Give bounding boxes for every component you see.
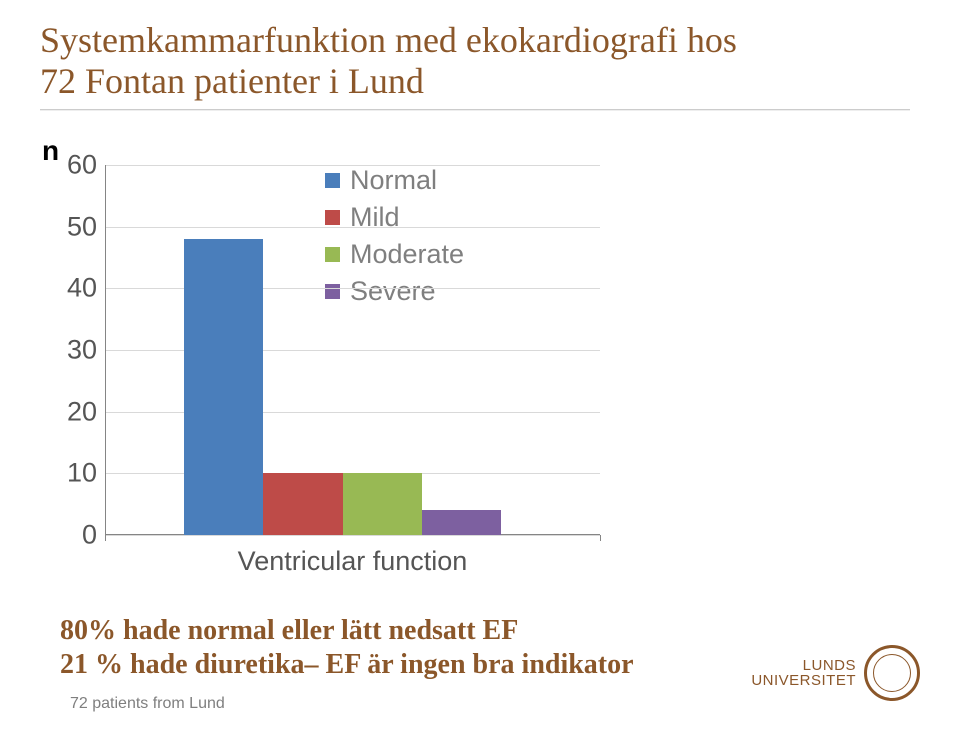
y-tick-label: 10 bbox=[67, 458, 97, 489]
bar-normal bbox=[184, 239, 263, 535]
gridline bbox=[105, 535, 600, 536]
bars-group bbox=[105, 165, 600, 535]
title-line1: Systemkammarfunktion med ekokardiografi … bbox=[40, 20, 920, 61]
bar-moderate bbox=[343, 473, 422, 535]
y-tick-label: 0 bbox=[82, 520, 97, 551]
slide: Systemkammarfunktion med ekokardiografi … bbox=[0, 0, 960, 735]
logo-line1: LUNDS bbox=[751, 658, 856, 673]
title-line2: 72 Fontan patienter i Lund bbox=[40, 61, 920, 102]
logo-seal-icon bbox=[864, 645, 920, 701]
x-tick bbox=[600, 535, 601, 541]
y-tick-label: 50 bbox=[67, 211, 97, 242]
logo-text: LUNDS UNIVERSITET bbox=[751, 658, 856, 688]
bar-severe bbox=[422, 510, 501, 535]
y-tick-label: 60 bbox=[67, 150, 97, 181]
conclusion-line2: 21 % hade diuretika– EF är ingen bra ind… bbox=[60, 648, 634, 682]
conclusion-line1: 80% hade normal eller lätt nedsatt EF bbox=[60, 614, 634, 648]
bar-chart: 0102030405060 Ventricular function bbox=[55, 165, 610, 575]
university-logo: LUNDS UNIVERSITET bbox=[751, 645, 920, 701]
title-divider bbox=[40, 109, 910, 111]
x-tick bbox=[105, 535, 106, 541]
y-axis: 0102030405060 bbox=[55, 165, 105, 535]
logo-line2: UNIVERSITET bbox=[751, 673, 856, 688]
conclusion-text: 80% hade normal eller lätt nedsatt EF 21… bbox=[60, 614, 634, 681]
bar-mild bbox=[263, 473, 342, 535]
y-tick-label: 30 bbox=[67, 335, 97, 366]
y-tick-label: 40 bbox=[67, 273, 97, 304]
plot-area: Ventricular function bbox=[105, 165, 600, 535]
y-axis-title: n bbox=[42, 135, 59, 167]
y-tick-label: 20 bbox=[67, 396, 97, 427]
x-axis-title: Ventricular function bbox=[105, 546, 600, 577]
footnote: 72 patients from Lund bbox=[70, 695, 225, 713]
